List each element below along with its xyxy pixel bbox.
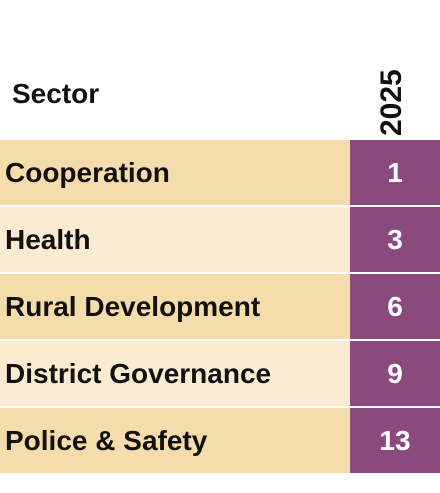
value-cell: 13 (350, 408, 440, 473)
column-header-sector: Sector (12, 78, 100, 109)
column-header-year: 2025 (350, 0, 440, 140)
row-divider (0, 406, 440, 408)
value-cell: 6 (350, 274, 440, 339)
table-row: District Governance 9 (0, 341, 440, 406)
table-row: Police & Safety 13 (0, 408, 440, 473)
row-divider (0, 272, 440, 274)
row-divider (0, 339, 440, 341)
column-header-year-label: 2025 (375, 69, 408, 136)
table-row: Health 3 (0, 207, 440, 272)
value-cell: 3 (350, 207, 440, 272)
value-cell: 9 (350, 341, 440, 406)
sector-label: Rural Development (0, 274, 350, 339)
sector-label: District Governance (0, 341, 350, 406)
table-row: Cooperation 1 (0, 140, 440, 205)
sector-label: Health (0, 207, 350, 272)
value-cell: 1 (350, 140, 440, 205)
sector-label: Police & Safety (0, 408, 350, 473)
table-header: Sector 2025 (0, 0, 440, 140)
row-divider (0, 205, 440, 207)
sector-label: Cooperation (0, 140, 350, 205)
table-row: Rural Development 6 (0, 274, 440, 339)
